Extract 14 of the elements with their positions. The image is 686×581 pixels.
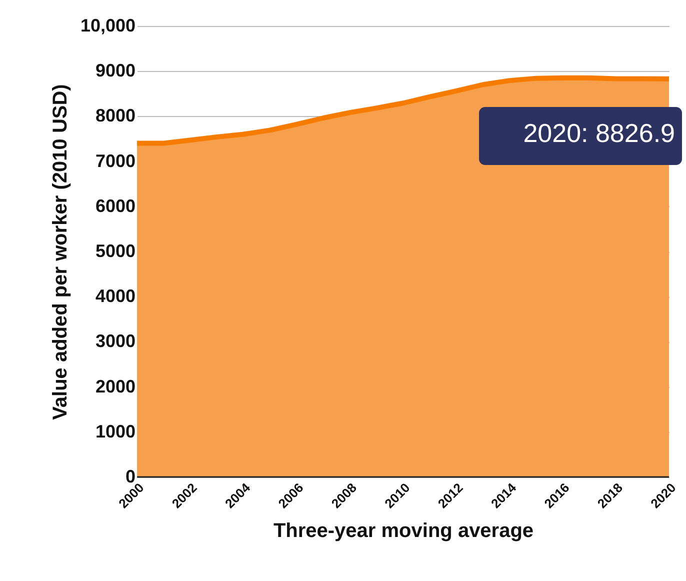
y-tick-label: 2000 <box>95 376 136 396</box>
annotation: 2020: 8826.9 <box>523 118 675 148</box>
y-axis-title: Value added per worker (2010 USD) <box>49 84 72 420</box>
y-tick-label: 4000 <box>95 286 136 306</box>
y-tick-label: 3000 <box>95 331 136 352</box>
y-tick-label: 7000 <box>95 150 136 171</box>
y-tick-label: 1000 <box>95 421 136 442</box>
y-tick-label: 8000 <box>95 106 136 126</box>
y-tick-label: 0 <box>125 466 136 486</box>
y-tick-label: 6000 <box>95 196 136 216</box>
x-axis-title: Three-year moving average <box>273 520 534 542</box>
y-tick-label: 10,000 <box>80 16 136 36</box>
y-tick-label: 9000 <box>95 60 136 81</box>
y-tick-label: 5000 <box>95 241 136 261</box>
